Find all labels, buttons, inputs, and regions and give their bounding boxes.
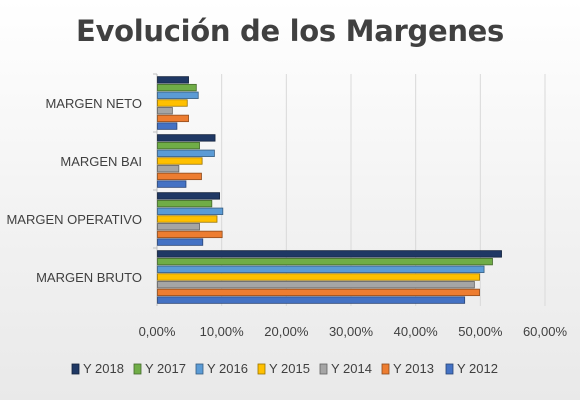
x-tick-label: 60,00% xyxy=(523,324,568,339)
category-label: MARGEN OPERATIVO xyxy=(6,212,142,227)
x-tick-label: 30,00% xyxy=(329,324,374,339)
legend-swatch xyxy=(133,363,142,375)
legend-label: Y 2017 xyxy=(145,361,186,376)
legend-swatch xyxy=(319,363,328,375)
bar xyxy=(157,141,200,150)
chart-title: Evolución de los Margenes xyxy=(76,14,504,48)
legend-swatch xyxy=(257,363,266,375)
legend-label: Y 2013 xyxy=(393,361,434,376)
x-tick-label: 50,00% xyxy=(458,324,503,339)
bar xyxy=(157,157,203,165)
bar xyxy=(157,281,475,289)
legend-label: Y 2018 xyxy=(83,361,124,376)
bar xyxy=(157,149,215,157)
legend-label: Y 2014 xyxy=(331,361,372,376)
category-label: MARGEN BRUTO xyxy=(36,270,142,285)
bar xyxy=(157,296,466,304)
bar xyxy=(157,172,202,181)
bar xyxy=(157,114,189,123)
legend-swatch xyxy=(71,363,80,375)
bar xyxy=(157,76,189,84)
bar xyxy=(157,199,213,208)
bar xyxy=(157,273,480,281)
bar xyxy=(157,223,200,231)
bar xyxy=(157,134,216,142)
category-label: MARGEN BAI xyxy=(60,154,142,169)
bar xyxy=(157,91,199,99)
bar xyxy=(157,99,188,107)
legend-label: Y 2016 xyxy=(207,361,248,376)
bar xyxy=(157,250,502,258)
legend-label: Y 2015 xyxy=(269,361,310,376)
legend-label: Y 2012 xyxy=(457,361,498,376)
bar xyxy=(157,122,178,130)
x-tick-label: 40,00% xyxy=(394,324,439,339)
bar xyxy=(157,107,173,115)
legend-swatch xyxy=(445,363,454,375)
bar xyxy=(157,215,218,223)
bar xyxy=(157,165,180,173)
x-tick-label: 0,00% xyxy=(139,324,176,339)
bar xyxy=(157,238,204,246)
x-tick-label: 20,00% xyxy=(264,324,309,339)
bar xyxy=(157,265,485,273)
category-label: MARGEN NETO xyxy=(45,96,142,111)
legend-swatch xyxy=(195,363,204,375)
x-tick-label: 10,00% xyxy=(200,324,245,339)
bar xyxy=(157,230,223,239)
bar xyxy=(157,207,224,215)
bar xyxy=(157,192,220,200)
bar xyxy=(157,288,480,297)
bar xyxy=(157,257,493,266)
legend-swatch xyxy=(381,363,390,375)
bar xyxy=(157,180,187,188)
bar xyxy=(157,83,197,92)
